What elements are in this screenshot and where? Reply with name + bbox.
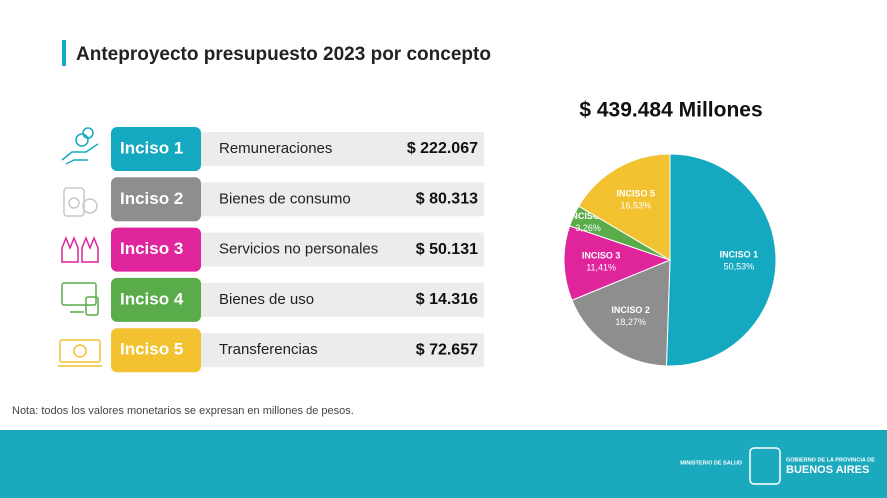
badge-label: Inciso 2: [120, 189, 183, 208]
icons: [58, 127, 102, 367]
pie-slice: [563, 225, 672, 301]
amount: $ 80.313: [416, 191, 478, 208]
badge: [111, 177, 201, 222]
amount: $ 14.316: [416, 291, 478, 308]
amount: $ 222.067: [407, 140, 478, 157]
slice-value: 18,27%: [615, 317, 646, 327]
footer-band: [0, 430, 887, 498]
concept: Bienes de consumo: [219, 190, 351, 207]
province: BUENOS AIRES: [786, 464, 869, 476]
icon-pills: [63, 187, 98, 217]
pie-slice: [665, 153, 777, 367]
concept: Remuneraciones: [219, 140, 332, 157]
pie-slice: [571, 259, 671, 367]
badge-label: Inciso 4: [120, 289, 184, 308]
government: GOBIERNO DE LA PROVINCIA DE: [786, 457, 875, 463]
chart-title: $ 439.484 Millones: [579, 99, 762, 122]
slice-label: INCISO 3: [582, 251, 621, 261]
badge: [111, 127, 201, 171]
ministry: MINISTERIO DE SALUD: [680, 460, 742, 466]
icon-hand-coins: [61, 127, 99, 165]
slice-value: 3,26%: [575, 223, 601, 233]
icon-gloves: [61, 235, 99, 263]
icon-money: [58, 339, 102, 367]
icon-devices: [61, 282, 99, 316]
badge-label: Inciso 5: [120, 340, 183, 359]
row-bar: [200, 282, 484, 317]
slice-label: INCISO 5: [617, 189, 656, 199]
province-logo: [749, 447, 781, 485]
slice-label: INCISO 1: [720, 250, 759, 260]
badge: [111, 328, 201, 373]
concept: Servicios no personales: [219, 241, 378, 258]
concept: Transferencias: [219, 341, 318, 358]
badge-label: Inciso 1: [120, 138, 183, 157]
slice-value: 11,41%: [586, 263, 616, 273]
row-bar: [200, 333, 484, 368]
slide-title: Anteproyecto presupuesto 2023 por concep…: [76, 44, 491, 65]
slice-value: 50,53%: [724, 262, 755, 272]
row-bar: [200, 132, 484, 166]
slice-label: INCISO 4: [569, 211, 608, 221]
slice-value: 16,53%: [621, 201, 652, 211]
amount: $ 72.657: [416, 341, 478, 358]
note: Nota: todos los valores monetarios se ex…: [12, 405, 354, 417]
amount: $ 50.131: [416, 241, 478, 258]
title-accent: [62, 40, 66, 66]
badge: [111, 227, 201, 272]
slice-label: INCISO 2: [611, 305, 650, 315]
pie-slice: [577, 153, 671, 261]
badge-label: Inciso 3: [120, 239, 183, 258]
badge: [111, 277, 201, 322]
row-bar: [200, 182, 484, 217]
concept: Bienes de uso: [219, 291, 314, 308]
row-bar: [200, 232, 484, 267]
